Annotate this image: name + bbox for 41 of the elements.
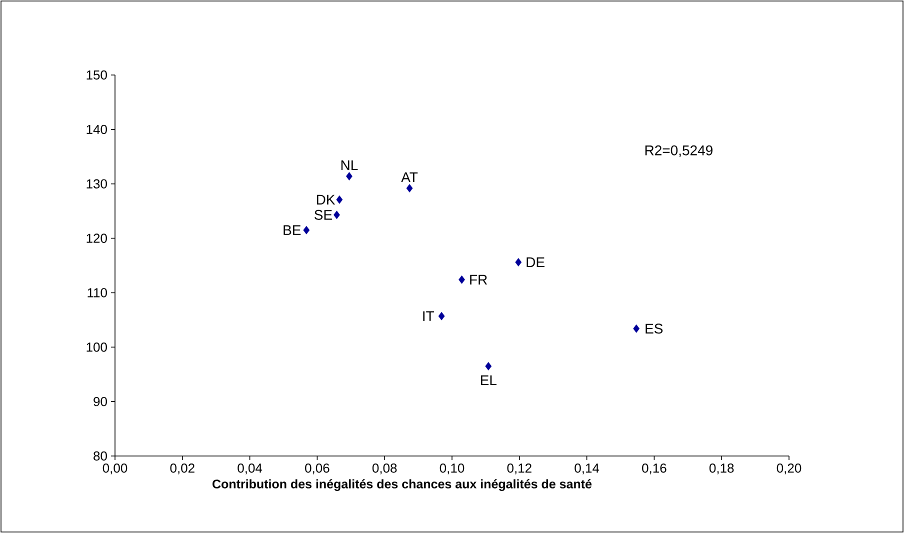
point <box>334 210 340 220</box>
annotation: FR <box>470 274 487 284</box>
annotation: DK <box>316 194 336 204</box>
annotation: NL <box>341 160 358 170</box>
x-tick-label: 0,12 <box>507 464 532 474</box>
x-tick-label: 0,02 <box>170 464 194 474</box>
point <box>336 195 343 204</box>
y-tick-label: 80 <box>94 451 107 461</box>
x-tick-label: 0,00 <box>102 464 128 474</box>
annotation: R2=0,5249 <box>645 145 712 157</box>
x-tick-label: 0,08 <box>372 464 397 474</box>
point <box>633 324 640 333</box>
point <box>485 362 492 370</box>
point <box>515 258 522 266</box>
x-tick-label: 0,18 <box>709 464 734 474</box>
x-axis-title: Contribution des inégalités des chances aux inégalités de santé <box>212 479 592 491</box>
annotation: SE <box>314 210 332 220</box>
annotation: AT <box>401 172 418 182</box>
y-tick-label: 90 <box>94 396 107 406</box>
y-tick-label: 120 <box>86 234 107 243</box>
x-tick-label: 0,06 <box>305 464 330 474</box>
point <box>458 275 465 284</box>
y-tick-label: 140 <box>86 124 107 134</box>
point <box>406 184 413 192</box>
x-tick-label: 0,04 <box>238 464 262 474</box>
y-tick-label: 150 <box>86 70 107 80</box>
x-tick-label: 0,16 <box>642 464 666 474</box>
x-tick-label: 0,14 <box>574 464 600 474</box>
x-tick-label: 0,10 <box>440 464 464 474</box>
y-tick-label: 110 <box>88 288 107 298</box>
point <box>346 172 352 180</box>
annotation: ES <box>646 324 663 334</box>
point <box>438 312 445 320</box>
x-tick-label: 0,20 <box>776 464 802 474</box>
point <box>303 226 310 234</box>
annotation: DE <box>526 257 544 268</box>
y-tick-label: 130 <box>86 179 107 188</box>
annotation: BE <box>284 225 301 235</box>
annotation: EL <box>480 375 497 386</box>
annotation: IT <box>423 311 434 321</box>
y-tick-label: 100 <box>86 342 107 352</box>
